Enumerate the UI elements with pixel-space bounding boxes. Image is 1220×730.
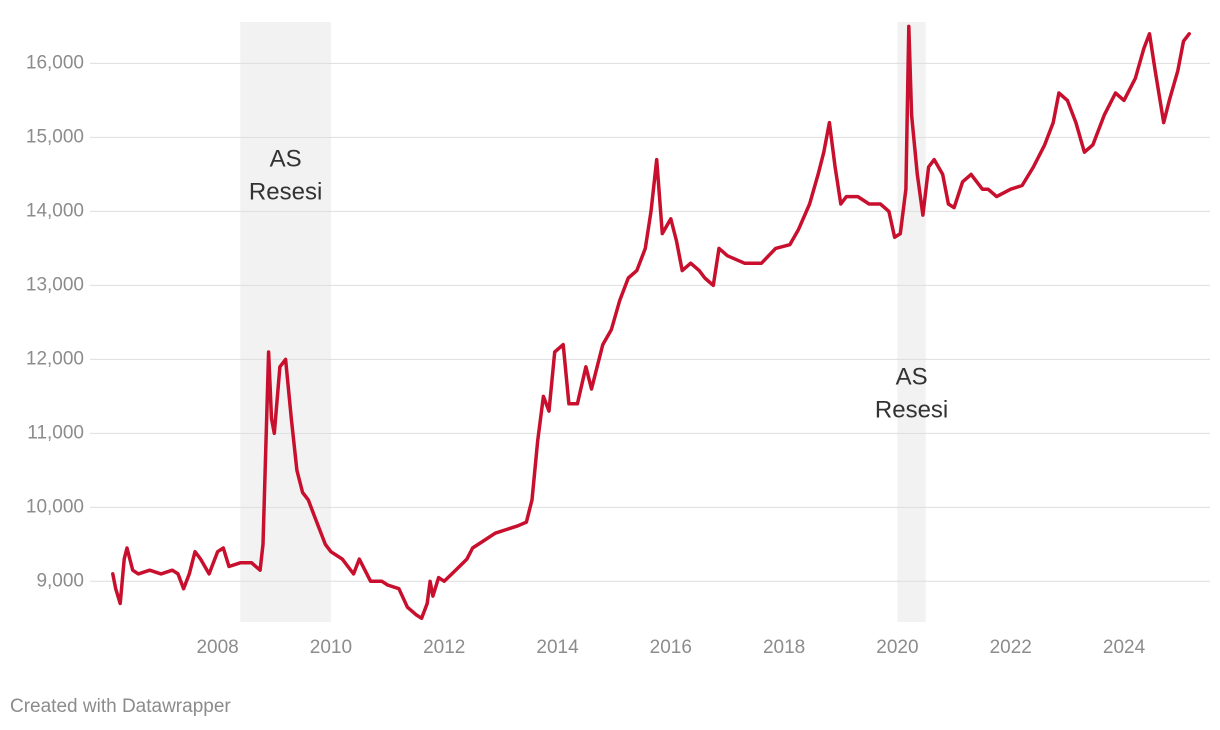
x-tick-label: 2012 [423, 637, 465, 658]
x-tick-label: 2024 [1103, 637, 1146, 658]
y-tick-label: 15,000 [26, 126, 84, 147]
x-tick-label: 2016 [650, 637, 692, 658]
y-tick-label: 16,000 [26, 52, 84, 73]
y-tick-label: 11,000 [27, 422, 84, 443]
series-line [111, 24, 1191, 621]
x-tick-label: 2022 [990, 637, 1032, 658]
x-tick-label: 2014 [536, 637, 579, 658]
recession-band [240, 22, 331, 622]
annotation: AS [270, 145, 302, 172]
x-tick-label: 2018 [763, 637, 805, 658]
annotation: AS [896, 363, 928, 390]
y-tick-label: 14,000 [26, 200, 84, 221]
x-tick-label: 2010 [310, 637, 352, 658]
y-tick-label: 9,000 [36, 570, 84, 591]
y-tick-label: 10,000 [26, 496, 84, 517]
x-tick-label: 2008 [196, 637, 238, 658]
x-tick-label: 2020 [876, 637, 918, 658]
annotation: Resesi [875, 396, 948, 423]
source-note: Created with Datawrapper [10, 696, 231, 717]
y-tick-label: 13,000 [26, 274, 84, 295]
annotation: Resesi [249, 178, 322, 205]
y-tick-label: 12,000 [26, 348, 84, 369]
